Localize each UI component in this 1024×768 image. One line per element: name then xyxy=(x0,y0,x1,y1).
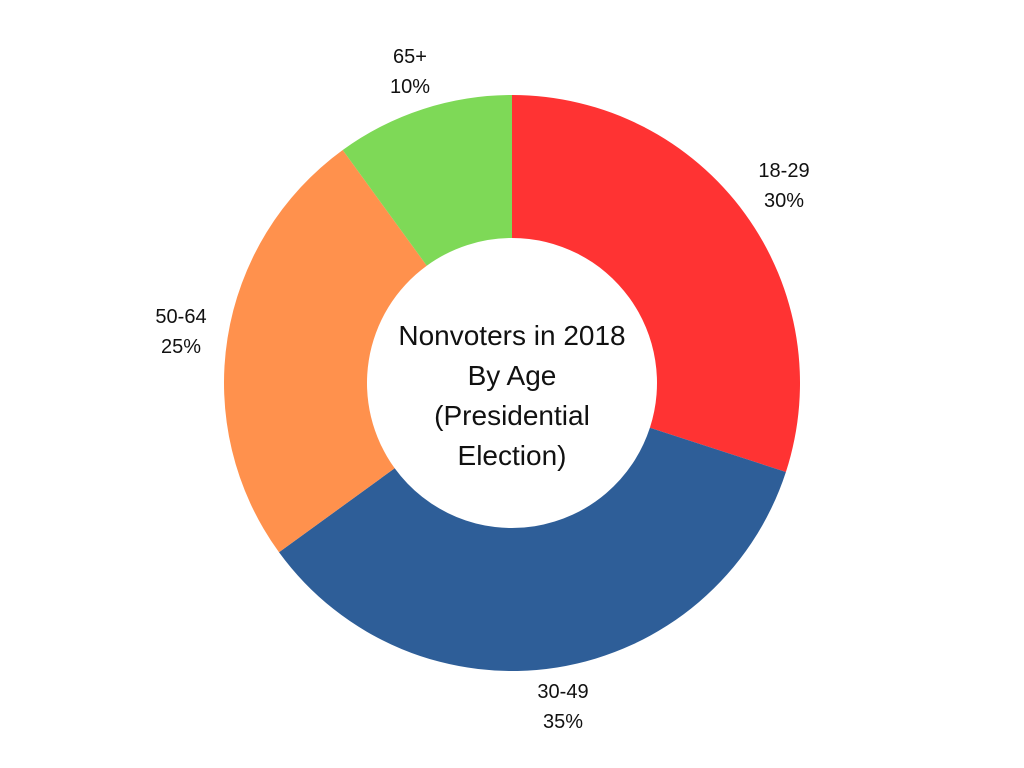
donut-slice-50-64 xyxy=(224,150,427,553)
donut-slice-18-29 xyxy=(512,95,801,472)
slice-category-label: 18-29 xyxy=(758,160,810,182)
slice-label-18-29: 18-29 30% xyxy=(724,156,844,216)
chart-title-line-3: (Presidential xyxy=(434,400,590,431)
slice-category-label: 30-49 xyxy=(537,681,589,703)
chart-title: Nonvoters in 2018 By Age (Presidential E… xyxy=(362,316,662,476)
slice-category-label: 50-64 xyxy=(155,306,207,328)
donut-slice-30-49 xyxy=(279,427,786,672)
slice-value-label: 25% xyxy=(160,336,202,358)
chart-title-line-4: Election) xyxy=(457,440,567,471)
slice-value-label: 10% xyxy=(389,76,431,98)
donut-slice-65-plus xyxy=(342,95,512,266)
slice-label-30-49: 30-49 35% xyxy=(503,677,623,737)
slice-label-50-64: 50-64 25% xyxy=(121,302,241,362)
slice-value-label: 35% xyxy=(542,711,584,733)
slice-category-label: 65+ xyxy=(393,46,427,68)
chart-title-line-1: Nonvoters in 2018 xyxy=(398,320,626,351)
slice-label-65-plus: 65+ 10% xyxy=(350,42,470,102)
chart-title-line-2: By Age xyxy=(467,360,557,391)
slice-value-label: 30% xyxy=(763,190,805,212)
